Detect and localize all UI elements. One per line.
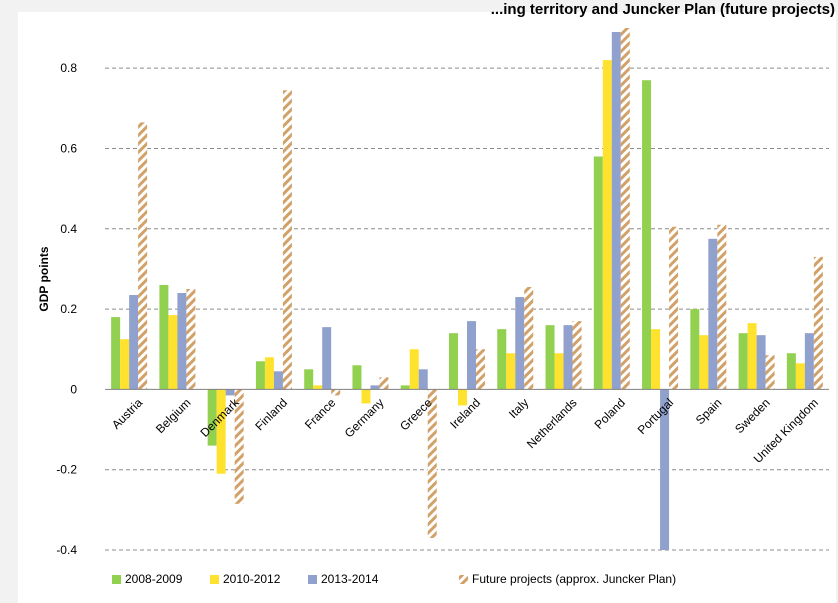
bar-future-projects-approx-juncker-plan-sweden — [765, 355, 775, 390]
bar-2008-2009-france — [304, 369, 314, 390]
bar-2010-2012-austria — [120, 339, 130, 390]
chart-title: ...ing territory and Juncker Plan (futur… — [491, 1, 835, 18]
legend-label: 2008-2009 — [125, 572, 183, 586]
legend-swatch — [459, 575, 468, 584]
bar-2008-2009-portugal — [642, 80, 652, 390]
bar-2013-2014-france — [322, 327, 332, 390]
bar-future-projects-approx-juncker-plan-netherlands — [572, 321, 582, 390]
bar-2013-2014-portugal — [660, 389, 670, 550]
bar-2013-2014-netherlands — [563, 325, 573, 390]
bar-2010-2012-spain — [699, 335, 709, 390]
bar-future-projects-approx-juncker-plan-finland — [282, 90, 292, 390]
legend-label: 2010-2012 — [223, 572, 281, 586]
bar-2010-2012-greece — [409, 349, 419, 390]
bar-future-projects-approx-juncker-plan-france — [331, 389, 341, 396]
bar-future-projects-approx-juncker-plan-italy — [524, 286, 534, 390]
bar-2013-2014-denmark — [225, 389, 235, 396]
bar-future-projects-approx-juncker-plan-denmark — [234, 389, 244, 504]
bar-2008-2009-greece — [400, 385, 410, 390]
bar-future-projects-approx-juncker-plan-ireland — [476, 349, 485, 390]
legend-swatch — [112, 575, 121, 584]
bar-2008-2009-italy — [497, 329, 507, 390]
bar-2008-2009-germany — [352, 365, 362, 390]
y-tick-label: -0.4 — [56, 543, 77, 557]
y-tick-label: 0.2 — [60, 302, 77, 316]
bar-2010-2012-ireland — [458, 389, 467, 406]
bar-2013-2014-ireland — [467, 321, 476, 390]
bar-2008-2009-ireland — [449, 333, 458, 390]
bar-2013-2014-sweden — [756, 335, 766, 390]
bar-2013-2014-united-kingdom — [804, 333, 814, 390]
bar-2010-2012-sweden — [747, 323, 757, 390]
bar-2013-2014-germany — [370, 385, 380, 390]
bar-2008-2009-poland — [593, 156, 603, 390]
bar-2010-2012-france — [313, 385, 323, 390]
bar-future-projects-approx-juncker-plan-portugal — [669, 226, 679, 390]
bar-2013-2014-belgium — [177, 293, 187, 390]
bar-2010-2012-portugal — [651, 329, 661, 390]
bar-2013-2014-greece — [418, 369, 428, 390]
bar-future-projects-approx-juncker-plan-spain — [717, 224, 727, 390]
bar-2008-2009-belgium — [159, 284, 169, 390]
bar-2010-2012-italy — [506, 353, 516, 390]
bar-future-projects-approx-juncker-plan-united-kingdom — [813, 256, 823, 390]
bar-2008-2009-united-kingdom — [786, 353, 796, 390]
bar-future-projects-approx-juncker-plan-belgium — [186, 289, 196, 390]
bar-2008-2009-finland — [255, 361, 265, 390]
plot-background — [18, 12, 836, 603]
bar-2010-2012-united-kingdom — [795, 363, 805, 390]
bar-2010-2012-germany — [361, 389, 371, 404]
y-tick-label: 0.6 — [60, 141, 77, 155]
bar-2008-2009-denmark — [207, 389, 217, 446]
legend-swatch — [308, 575, 317, 584]
bar-2010-2012-finland — [264, 357, 274, 390]
legend-swatch — [210, 575, 219, 584]
bar-2013-2014-spain — [708, 238, 718, 390]
bar-future-projects-approx-juncker-plan-austria — [138, 122, 148, 390]
bar-future-projects-approx-juncker-plan-greece — [427, 389, 437, 538]
y-tick-label: -0.2 — [56, 463, 77, 477]
y-tick-label: 0 — [70, 382, 77, 396]
bar-2013-2014-poland — [611, 32, 621, 390]
bar-2013-2014-austria — [129, 295, 139, 390]
bar-2008-2009-sweden — [738, 333, 748, 390]
y-tick-label: 0.8 — [60, 61, 77, 75]
bar-2010-2012-netherlands — [554, 353, 564, 390]
bar-2013-2014-finland — [273, 371, 283, 390]
bar-future-projects-approx-juncker-plan-germany — [379, 377, 389, 390]
bar-2013-2014-italy — [515, 297, 525, 390]
bar-2008-2009-spain — [690, 309, 700, 390]
legend-label: Future projects (approx. Juncker Plan) — [472, 572, 676, 586]
bar-2008-2009-austria — [111, 317, 121, 390]
y-axis-label: GDP points — [37, 246, 51, 311]
bar-2010-2012-poland — [602, 60, 612, 390]
y-tick-label: 0.4 — [60, 222, 77, 236]
bar-2010-2012-belgium — [168, 315, 178, 390]
bar-future-projects-approx-juncker-plan-poland — [620, 28, 630, 390]
bar-2010-2012-denmark — [216, 389, 226, 474]
bar-2008-2009-netherlands — [545, 325, 555, 390]
legend-label: 2013-2014 — [321, 572, 379, 586]
